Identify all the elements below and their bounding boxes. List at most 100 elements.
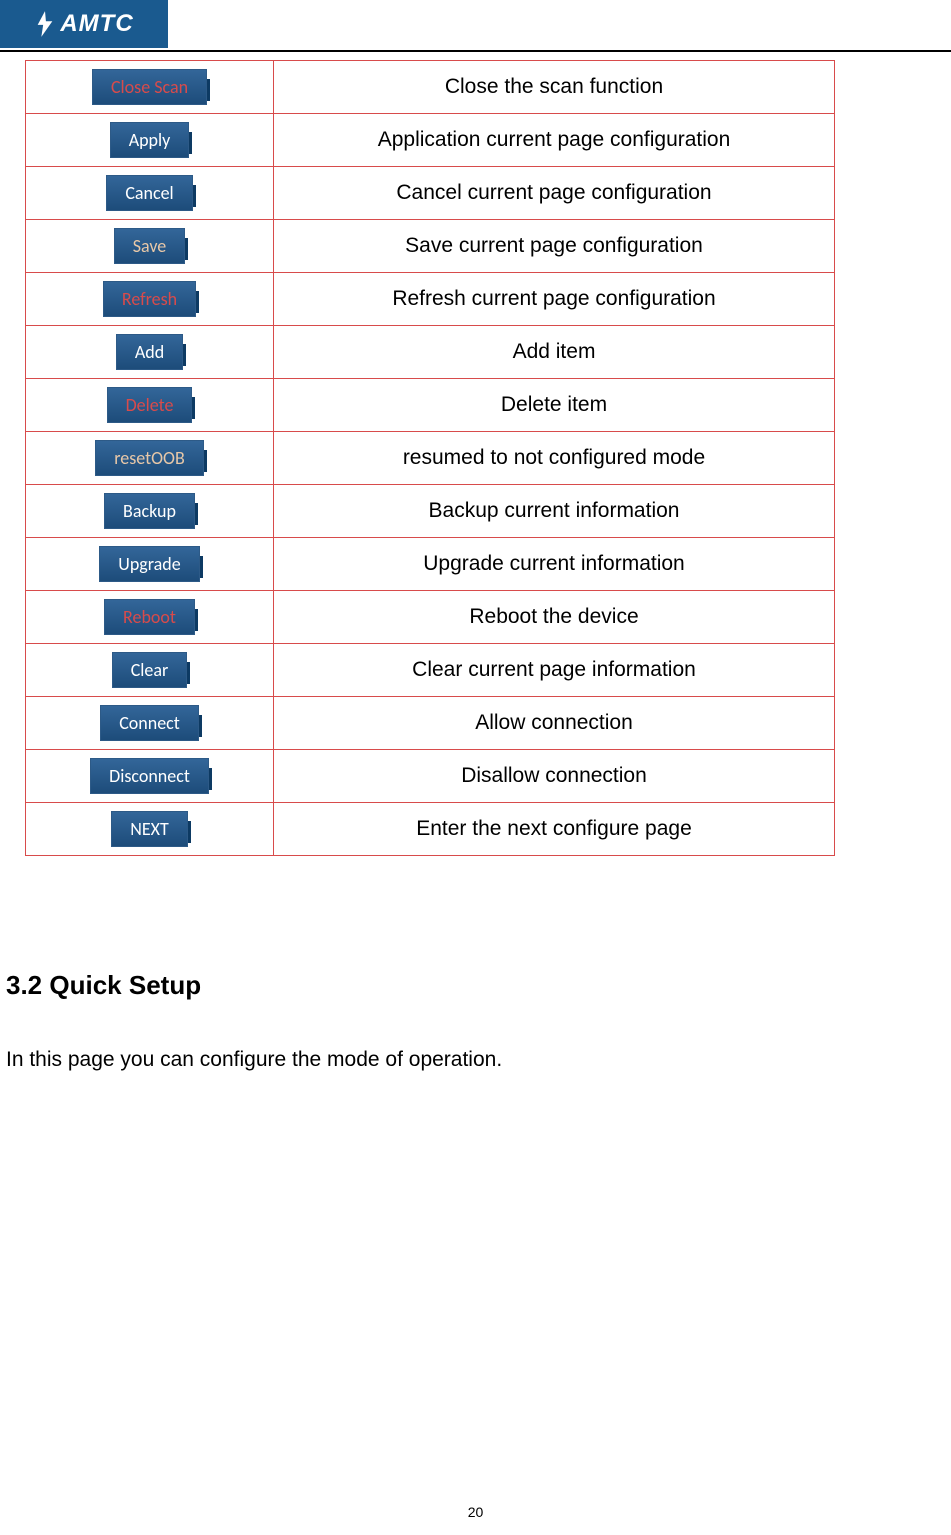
button-label: Add [116,334,183,370]
description-cell: Backup current information [274,485,835,538]
table-row: Disconnect Disallow connection [26,750,835,803]
button-cell: Upgrade [26,538,274,591]
button-cell: Connect [26,697,274,750]
button-cell: Add [26,326,274,379]
delete-button[interactable]: Delete [107,394,193,416]
description-cell: Application current page configuration [274,114,835,167]
table-row: Save Save current page configuration [26,220,835,273]
button-label: Refresh [103,281,196,317]
description-cell: Enter the next configure page [274,803,835,856]
next-button[interactable]: NEXT [111,818,188,840]
description-cell: Clear current page information [274,644,835,697]
button-label: Reboot [104,599,195,635]
description-cell: Save current page configuration [274,220,835,273]
add-button[interactable]: Add [116,341,183,363]
clear-button[interactable]: Clear [112,659,188,681]
button-label: Backup [104,493,195,529]
description-cell: Allow connection [274,697,835,750]
button-cell: Refresh [26,273,274,326]
description-text: Cancel current page configuration [396,181,711,204]
table-row: Add Add item [26,326,835,379]
description-text: Delete item [501,393,607,416]
description-text: Save current page configuration [405,234,703,257]
description-text: Allow connection [475,711,633,734]
button-cell: Save [26,220,274,273]
button-cell: Apply [26,114,274,167]
description-text: resumed to not configured mode [403,446,705,469]
description-text: Refresh current page configuration [392,287,715,310]
description-text: Disallow connection [461,764,647,787]
table-row: Clear Clear current page information [26,644,835,697]
table-row: Cancel Cancel current page configuration [26,167,835,220]
section-heading: 3.2 Quick Setup [6,970,201,1001]
table-row: NEXT Enter the next configure page [26,803,835,856]
description-cell: Disallow connection [274,750,835,803]
button-cell: Cancel [26,167,274,220]
brand-text: AMTC [60,10,133,38]
description-text: Add item [513,340,596,363]
button-cell: Backup [26,485,274,538]
table-row: Refresh Refresh current page configuratio… [26,273,835,326]
button-label: Apply [110,122,190,158]
description-cell: Upgrade current information [274,538,835,591]
table-row: Close Scan Close the scan function [26,61,835,114]
cancel-button[interactable]: Cancel [106,182,192,204]
button-cell: NEXT [26,803,274,856]
description-cell: resumed to not configured mode [274,432,835,485]
button-label: Disconnect [90,758,209,794]
apply-button[interactable]: Apply [110,129,190,151]
description-cell: Refresh current page configuration [274,273,835,326]
button-label: Upgrade [99,546,199,582]
description-cell: Reboot the device [274,591,835,644]
section-number: 3.2 [6,970,42,1000]
description-cell: Add item [274,326,835,379]
description-text: Upgrade current information [423,552,684,575]
button-label: Delete [107,387,193,423]
description-text: Application current page configuration [378,128,731,151]
table-row: Upgrade Upgrade current information [26,538,835,591]
button-cell: Reboot [26,591,274,644]
button-label: NEXT [111,811,188,847]
lightning-icon [34,10,56,38]
description-text: Clear current page information [412,658,696,681]
section-title: Quick Setup [49,970,201,1000]
description-cell: Close the scan function [274,61,835,114]
table-row: resetOOB resumed to not configured mode [26,432,835,485]
page-number: 20 [0,1504,951,1520]
button-label: Connect [100,705,199,741]
section-body: In this page you can configure the mode … [6,1048,502,1072]
connect-button[interactable]: Connect [100,712,199,734]
table-row: Backup Backup current information [26,485,835,538]
button-label: Close Scan [92,69,207,105]
table-row: Connect Allow connection [26,697,835,750]
button-description-table: Close ScanClose the scan functionApplyAp… [25,60,835,856]
button-label: Cancel [106,175,192,211]
disconnect-button[interactable]: Disconnect [90,765,209,787]
refresh-button[interactable]: Refresh [103,288,196,310]
table-row: Delete Delete item [26,379,835,432]
description-cell: Delete item [274,379,835,432]
close-scan-button[interactable]: Close Scan [92,76,207,98]
brand-logo: AMTC [0,0,168,48]
description-text: Reboot the device [469,605,638,628]
button-cell: resetOOB [26,432,274,485]
upgrade-button[interactable]: Upgrade [99,553,199,575]
table-row: Apply Application current page configurat… [26,114,835,167]
resetoob-button[interactable]: resetOOB [95,447,204,469]
button-label: Save [114,228,186,264]
description-text: Backup current information [429,499,680,522]
button-cell: Clear [26,644,274,697]
button-cell: Delete [26,379,274,432]
reboot-button[interactable]: Reboot [104,606,195,628]
button-cell: Close Scan [26,61,274,114]
button-label: resetOOB [95,440,204,476]
backup-button[interactable]: Backup [104,500,195,522]
button-cell: Disconnect [26,750,274,803]
description-text: Close the scan function [445,75,663,98]
description-cell: Cancel current page configuration [274,167,835,220]
description-text: Enter the next configure page [416,817,692,840]
button-label: Clear [112,652,188,688]
table-row: Reboot Reboot the device [26,591,835,644]
header-divider [0,50,951,52]
save-button[interactable]: Save [114,235,186,257]
